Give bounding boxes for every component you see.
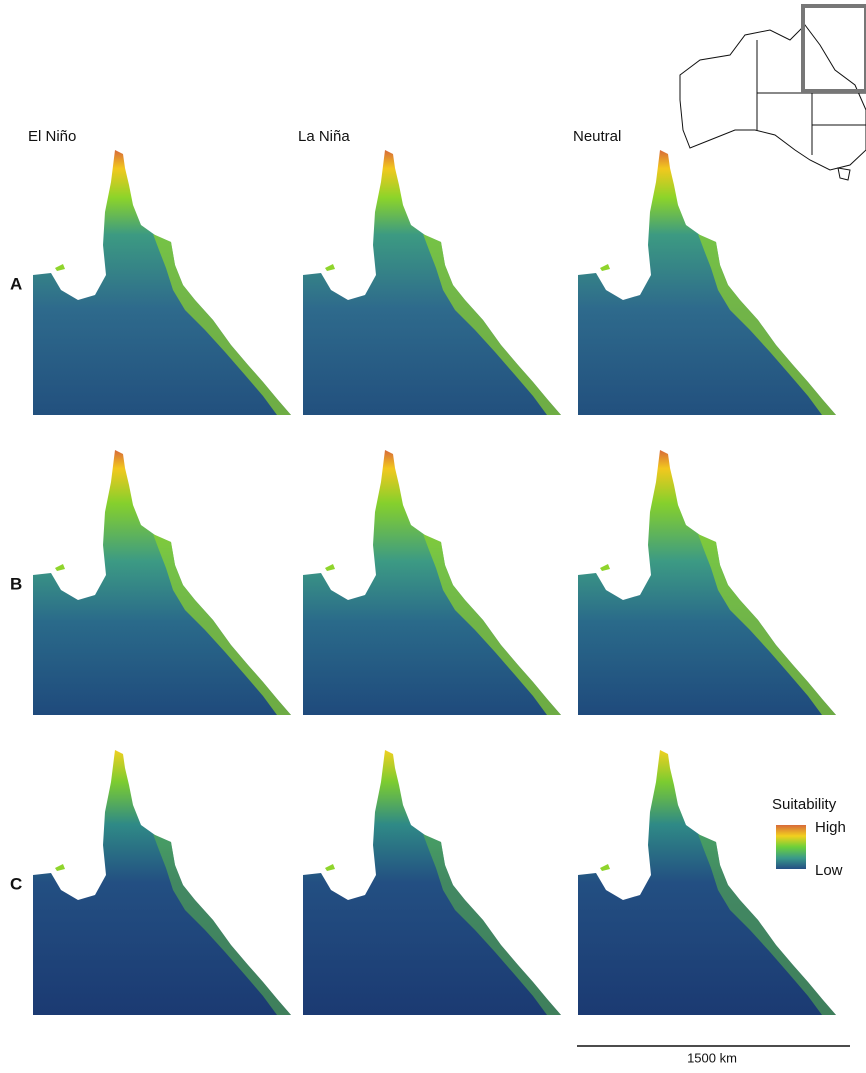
legend-title: Suitability	[772, 796, 837, 813]
coastal-band	[423, 534, 561, 715]
legend-low: Low	[815, 862, 843, 879]
island	[600, 564, 610, 571]
suitability-map	[33, 750, 291, 1015]
coastal-band	[698, 834, 836, 1015]
coastal-band	[153, 834, 291, 1015]
suitability-map	[578, 450, 836, 715]
suitability-map	[33, 450, 291, 715]
coastal-band	[423, 834, 561, 1015]
coastal-band	[153, 534, 291, 715]
island	[325, 864, 335, 871]
legend-high: High	[815, 819, 846, 836]
suitability-map	[303, 150, 561, 415]
island	[55, 564, 65, 571]
island	[600, 864, 610, 871]
column-label: El Niño	[28, 128, 76, 145]
suitability-map	[303, 750, 561, 1015]
island	[325, 564, 335, 571]
island	[325, 264, 335, 271]
island	[55, 864, 65, 871]
suitability-map	[33, 150, 291, 415]
coastal-band	[698, 234, 836, 415]
suitability-map	[303, 450, 561, 715]
column-label: Neutral	[573, 128, 621, 145]
scale-label: 1500 km	[687, 1050, 737, 1065]
island	[600, 264, 610, 271]
coastal-band	[423, 234, 561, 415]
row-label: A	[10, 274, 22, 293]
legend-colorbar	[776, 825, 806, 869]
suitability-map	[578, 150, 836, 415]
row-label: B	[10, 574, 22, 593]
suitability-map	[578, 750, 836, 1015]
coastal-band	[698, 534, 836, 715]
island	[55, 264, 65, 271]
column-label: La Niña	[298, 128, 350, 145]
inset-map	[679, 4, 866, 181]
row-label: C	[10, 874, 22, 893]
coastal-band	[153, 234, 291, 415]
